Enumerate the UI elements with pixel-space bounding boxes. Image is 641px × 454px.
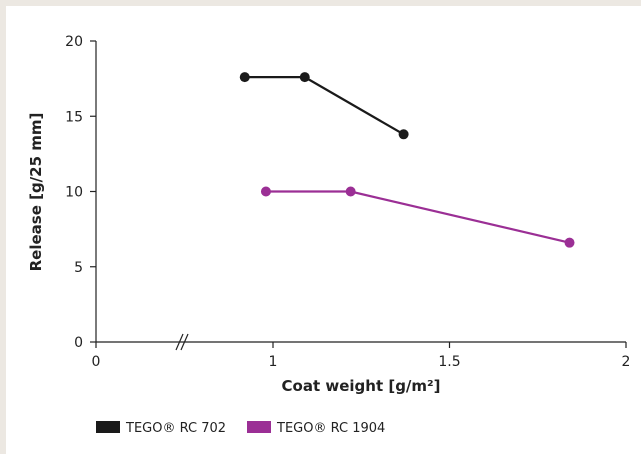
data-point-0-0: [239, 72, 250, 83]
y-tick-label: 5: [74, 260, 83, 276]
chart-frame: 0 5 10 15 20 0 1 1.5 2 Coat weight [g/m²] Relea…: [6, 6, 641, 454]
x-tick-label: 1: [269, 354, 278, 370]
legend-swatch-1: [247, 421, 271, 433]
legend-label-1: TEGO® RC 1904: [276, 421, 385, 436]
data-point-1-1: [345, 186, 356, 197]
y-axis-title: Release [g/25 mm]: [27, 113, 45, 272]
y-tick-label: 15: [65, 109, 83, 125]
x-ticks: 0 1 1.5 2: [92, 342, 631, 370]
data-point-0-2: [398, 129, 409, 140]
series-line-0: [244, 76, 405, 136]
y-tick-label: 10: [65, 185, 83, 201]
y-ticks: 0 5 10 15 20: [65, 34, 96, 351]
axes: [95, 41, 626, 351]
series-layer: [239, 72, 575, 248]
legend-label-0: TEGO® RC 702: [125, 421, 226, 436]
x-tick-label: 2: [622, 354, 631, 370]
data-point-1-0: [260, 186, 271, 197]
x-tick-label: 1.5: [438, 354, 460, 370]
x-axis-break-mark: [175, 333, 189, 351]
legend-swatch-0: [96, 421, 120, 433]
data-point-0-1: [299, 72, 310, 83]
data-point-1-2: [564, 237, 575, 248]
x-tick-label: 0: [92, 354, 101, 370]
series-line-1: [265, 190, 570, 244]
legend: TEGO® RC 702 TEGO® RC 1904: [96, 421, 385, 436]
y-tick-label: 0: [74, 335, 83, 351]
y-tick-label: 20: [65, 34, 83, 50]
x-axis-title: Coat weight [g/m²]: [282, 377, 441, 395]
